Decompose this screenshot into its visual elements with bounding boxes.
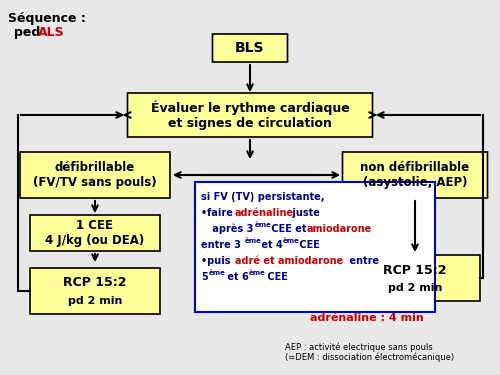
Text: défibrillable
(FV/TV sans pouls): défibrillable (FV/TV sans pouls) [33,161,157,189]
Text: ème: ème [209,270,226,276]
Text: non défibrillable
(asystolie, AEP): non défibrillable (asystolie, AEP) [360,161,470,189]
Text: ALS: ALS [38,26,64,39]
Text: CEE: CEE [296,240,320,250]
Text: 5: 5 [201,272,208,282]
FancyBboxPatch shape [350,255,480,301]
Text: pd 2 min: pd 2 min [68,296,122,306]
FancyBboxPatch shape [212,34,288,62]
Text: Évaluer le rythme cardiaque
et signes de circulation: Évaluer le rythme cardiaque et signes de… [150,100,350,130]
FancyBboxPatch shape [30,268,160,314]
Text: adré et amiodarone: adré et amiodarone [235,256,343,266]
Text: BLS: BLS [236,41,265,55]
Text: entre 3: entre 3 [201,240,241,250]
FancyBboxPatch shape [128,93,372,137]
Text: adrénaline: adrénaline [235,208,294,218]
Text: après 3: après 3 [209,224,254,234]
Text: RCP 15:2: RCP 15:2 [384,264,447,276]
Text: pd 2 min: pd 2 min [388,283,442,293]
Text: ème: ème [283,238,300,244]
Text: amiodarone: amiodarone [307,224,372,234]
Text: ème: ème [255,222,272,228]
Text: •faire: •faire [201,208,236,218]
FancyBboxPatch shape [20,152,170,198]
Text: ème: ème [249,270,266,276]
Text: juste: juste [289,208,320,218]
Text: adrénaline : 4 min: adrénaline : 4 min [310,313,424,323]
Text: RCP 15:2: RCP 15:2 [63,276,127,290]
Text: et 6: et 6 [224,272,249,282]
Text: CEE: CEE [264,272,288,282]
Text: entre: entre [346,256,379,266]
FancyBboxPatch shape [30,215,160,251]
FancyBboxPatch shape [342,152,488,198]
FancyBboxPatch shape [195,182,435,312]
Text: ème: ème [245,238,262,244]
Text: Séquence :: Séquence : [8,12,86,25]
Text: si FV (TV) persistante,: si FV (TV) persistante, [201,192,324,202]
Text: AEP : activité electrique sans pouls
(=DEM : dissociation électromécanique): AEP : activité electrique sans pouls (=D… [285,342,454,363]
Text: et 4: et 4 [258,240,283,250]
Text: •puis: •puis [201,256,234,266]
Text: CEE et: CEE et [268,224,310,234]
Text: ped: ped [14,26,44,39]
Text: 1 CEE
4 J/kg (ou DEA): 1 CEE 4 J/kg (ou DEA) [46,219,144,247]
